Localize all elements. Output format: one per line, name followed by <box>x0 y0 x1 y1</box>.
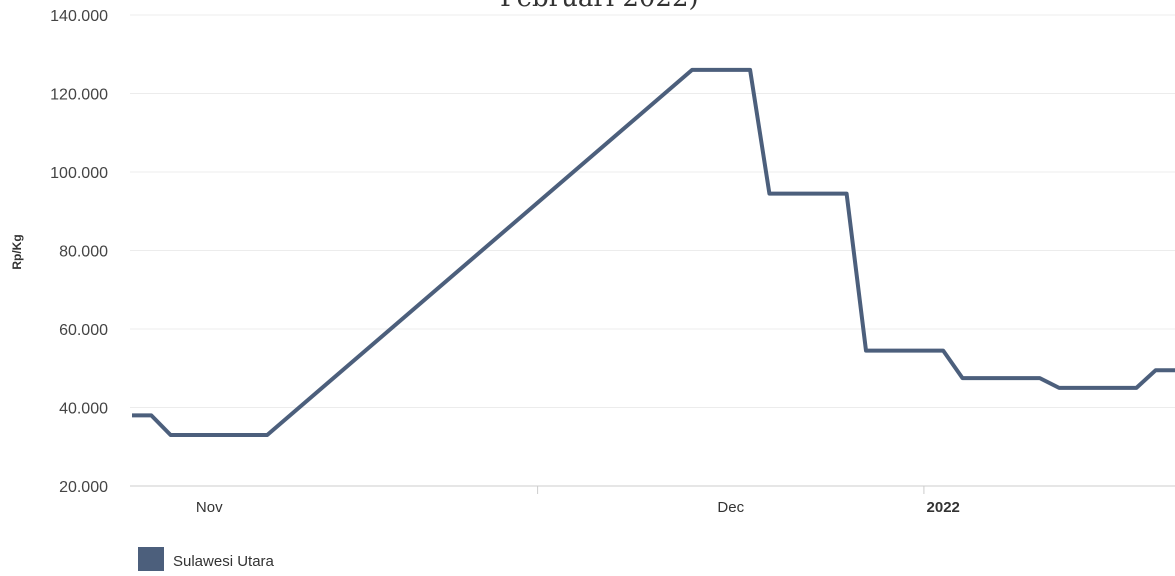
chart-title: Februari 2022) <box>500 0 699 13</box>
x-tick-label: Dec <box>717 499 744 516</box>
data-point[interactable] <box>863 348 869 354</box>
data-point[interactable] <box>747 67 753 73</box>
data-point[interactable] <box>844 191 850 197</box>
data-point[interactable] <box>1133 385 1139 391</box>
y-tick-label: 80.000 <box>59 244 108 261</box>
data-point[interactable] <box>960 375 966 381</box>
y-tick-label: 100.000 <box>50 165 108 182</box>
y-tick-label: 120.000 <box>50 87 108 104</box>
legend[interactable]: Sulawesi Utara <box>138 547 275 571</box>
y-tick-label: 20.000 <box>59 479 108 496</box>
data-point[interactable] <box>264 432 270 438</box>
data-point[interactable] <box>689 67 695 73</box>
data-point[interactable] <box>1037 375 1043 381</box>
y-axis-ticks: 20.000 40.000 60.000 80.000 100.000 120.000 14… <box>50 8 108 496</box>
legend-label: Sulawesi Utara <box>173 553 275 570</box>
x-tick-label: Nov <box>196 499 223 516</box>
y-tick-label: 60.000 <box>59 322 108 339</box>
y-tick-label: 140.000 <box>50 8 108 25</box>
data-point[interactable] <box>129 412 135 418</box>
data-point[interactable] <box>1056 385 1062 391</box>
data-point[interactable] <box>1153 367 1159 373</box>
y-tick-label: 40.000 <box>59 401 108 418</box>
x-axis-ticks: Nov Dec 2022 <box>196 486 960 516</box>
legend-swatch <box>138 547 164 571</box>
data-point[interactable] <box>766 191 772 197</box>
data-point[interactable] <box>940 348 946 354</box>
gridlines <box>130 14 1175 487</box>
data-point[interactable] <box>148 412 154 418</box>
data-point[interactable] <box>245 432 251 438</box>
data-point[interactable] <box>168 432 174 438</box>
series-line[interactable] <box>132 67 1175 437</box>
x-tick-label: 2022 <box>927 499 960 516</box>
y-axis-label: Rp/Kg <box>10 234 24 269</box>
series-layer <box>129 67 1175 438</box>
